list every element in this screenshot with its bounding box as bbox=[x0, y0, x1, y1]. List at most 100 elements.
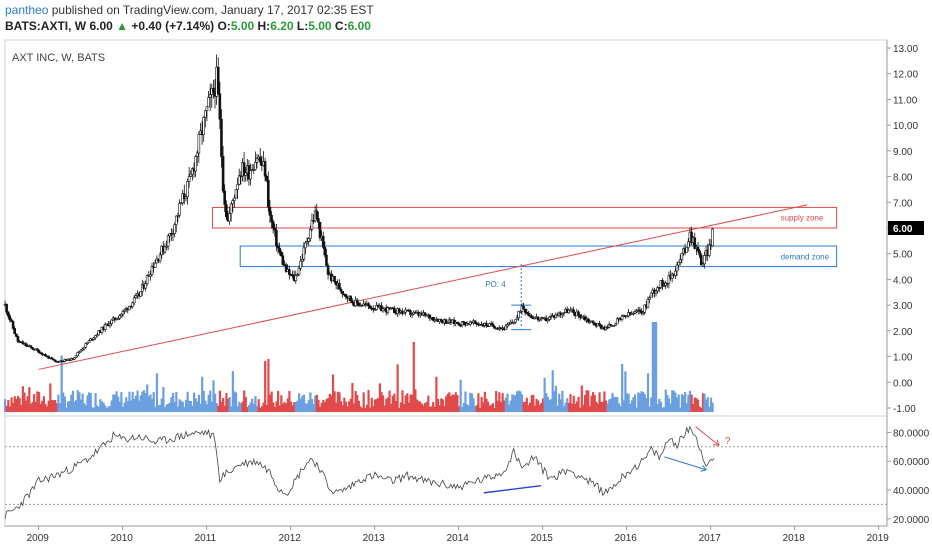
volume-bar bbox=[621, 363, 624, 412]
volume-bar bbox=[275, 401, 278, 412]
candle-body bbox=[321, 235, 325, 248]
volume-bar bbox=[541, 398, 545, 412]
oscillator-pane[interactable] bbox=[4, 415, 888, 527]
volume-bar bbox=[138, 400, 141, 412]
candle-body bbox=[344, 294, 348, 298]
volume-bar bbox=[91, 407, 94, 412]
candle-body bbox=[268, 206, 272, 216]
volume-bar bbox=[39, 403, 42, 412]
volume-bar bbox=[136, 390, 139, 412]
volume-bar bbox=[283, 402, 286, 412]
volume-bar bbox=[467, 405, 470, 412]
symbol-label[interactable]: BATS:AXTI, W bbox=[5, 19, 87, 33]
volume-bar bbox=[556, 405, 559, 412]
candle-body bbox=[220, 118, 223, 157]
volume-bar bbox=[695, 398, 698, 412]
volume-bar bbox=[443, 405, 446, 412]
volume-bar bbox=[672, 390, 675, 412]
volume-bar bbox=[600, 401, 603, 412]
volume-bar bbox=[501, 393, 504, 412]
volume-bar bbox=[661, 407, 664, 412]
chart-header: pantheo published on TradingView.com, Ja… bbox=[0, 0, 932, 36]
candle-body bbox=[599, 324, 603, 329]
volume-bar bbox=[259, 407, 262, 412]
candle-body bbox=[212, 87, 215, 93]
volume-bar bbox=[173, 401, 176, 412]
candle-body bbox=[678, 259, 682, 263]
volume-bar bbox=[562, 406, 566, 412]
oscillator-axis[interactable]: 80.0000 60.0000 40.0000 20.0000 bbox=[887, 428, 930, 526]
price-tick-label: 5.00 bbox=[893, 250, 913, 261]
volume-bar bbox=[222, 397, 225, 412]
volume-bar bbox=[26, 395, 29, 412]
volume-bar bbox=[152, 392, 155, 412]
price-axis[interactable]: 13.00 12.00 11.00 10.00 9.00 8.00 7.00 6.00 5.00… bbox=[887, 44, 924, 415]
candle-body bbox=[223, 190, 226, 205]
candle-body bbox=[279, 251, 283, 257]
volume-bar bbox=[415, 399, 419, 412]
volume-bar bbox=[435, 376, 438, 412]
candle-body bbox=[670, 273, 674, 279]
price-tick-label: 10.00 bbox=[893, 121, 918, 132]
volume-bar bbox=[176, 406, 180, 412]
candle-body bbox=[409, 310, 412, 315]
volume-bar bbox=[428, 406, 432, 412]
candle-body bbox=[267, 180, 270, 208]
volume-bar bbox=[197, 394, 201, 412]
candle-body bbox=[583, 316, 587, 321]
candle-body bbox=[654, 290, 658, 294]
candle-body bbox=[74, 355, 78, 358]
volume-bar bbox=[304, 403, 307, 412]
chart-drawings[interactable]: supply zone demand zone PO: 4 bbox=[38, 204, 838, 370]
volume-bar bbox=[86, 395, 89, 412]
candle-body bbox=[305, 241, 309, 244]
volume-bar bbox=[268, 394, 272, 412]
volume-bar bbox=[272, 402, 275, 412]
price-tick-label: 2.00 bbox=[893, 327, 913, 338]
volume-bar bbox=[351, 383, 354, 412]
candle-body bbox=[242, 162, 246, 176]
price-tick-label: 9.00 bbox=[893, 147, 913, 158]
volume-bar bbox=[323, 402, 327, 412]
candle-body bbox=[270, 215, 273, 222]
candle-body bbox=[674, 270, 677, 276]
volume-bar bbox=[422, 405, 425, 412]
candle-body bbox=[317, 218, 320, 223]
volume-bar bbox=[291, 405, 294, 412]
candle-body bbox=[120, 313, 123, 317]
last-price-tag-label: 6.00 bbox=[893, 224, 913, 235]
volume-bar bbox=[383, 405, 386, 412]
volume-bar bbox=[319, 406, 322, 412]
candle-body bbox=[94, 335, 97, 339]
volume-bar bbox=[181, 402, 184, 412]
volume-bar bbox=[193, 392, 196, 412]
time-axis[interactable]: 2009 2010 2011 2012 2013 2014 2015 2016 2017 2018… bbox=[27, 526, 890, 544]
volume-bar bbox=[514, 394, 517, 412]
volume-bar bbox=[491, 403, 495, 412]
volume-bar bbox=[13, 396, 16, 412]
volume-bar bbox=[194, 398, 197, 412]
candle-body bbox=[87, 340, 91, 344]
candle-body bbox=[52, 358, 55, 361]
volume-bar bbox=[58, 403, 62, 412]
volume-bar bbox=[293, 402, 296, 412]
volume-bar bbox=[522, 401, 525, 412]
candle-body bbox=[493, 325, 496, 329]
price-tick-label: 3.00 bbox=[893, 301, 913, 312]
author-link[interactable]: pantheo bbox=[5, 3, 49, 17]
last-price-tag bbox=[888, 221, 924, 235]
candle-body bbox=[525, 312, 529, 314]
volume-bar bbox=[656, 404, 659, 412]
volume-bar bbox=[154, 407, 157, 412]
volume-bar bbox=[92, 407, 96, 412]
volume-bar bbox=[666, 395, 669, 412]
candle-body bbox=[276, 245, 280, 249]
time-tick-label: 2013 bbox=[363, 533, 386, 544]
candle-body bbox=[294, 275, 298, 281]
candle-body bbox=[512, 321, 516, 324]
candle-body bbox=[76, 352, 79, 357]
volume-bar bbox=[399, 402, 402, 412]
volume-bar bbox=[142, 390, 146, 412]
volume-bar bbox=[698, 406, 701, 412]
